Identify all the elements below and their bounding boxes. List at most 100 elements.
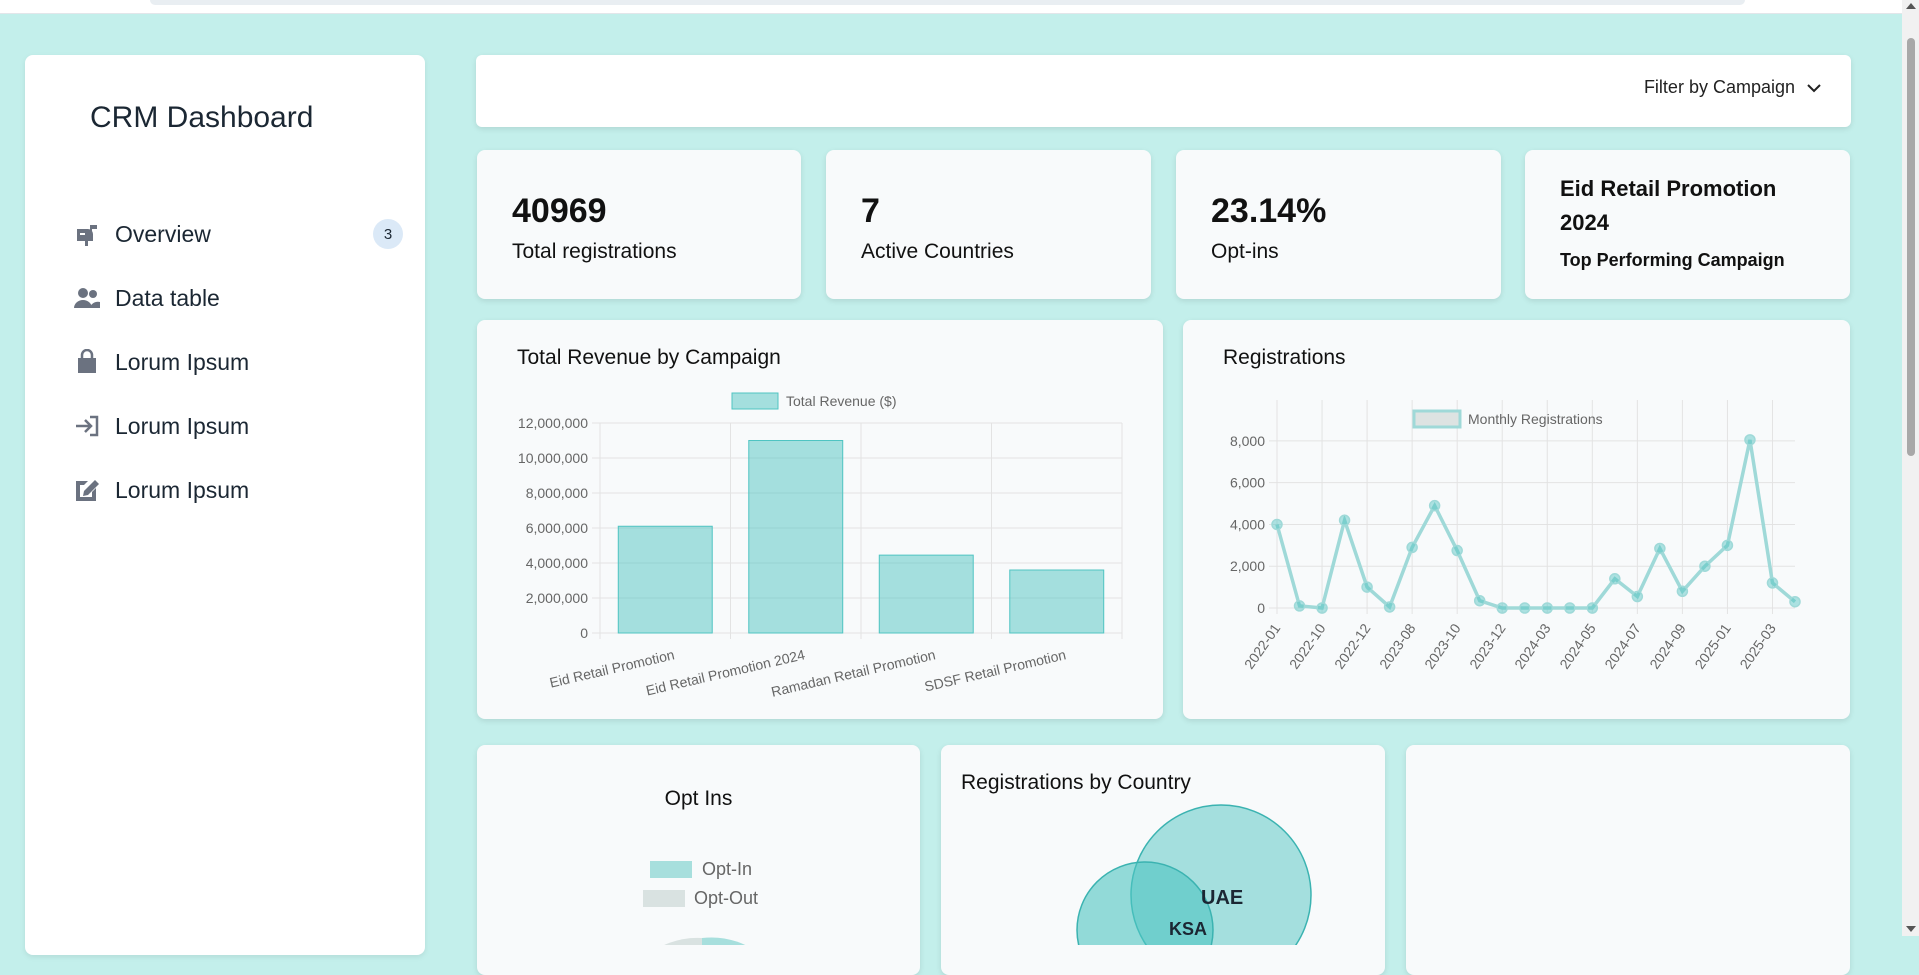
registrations-chart-card: Registrations 0 2,000 4,000 6,000 8,000 2022… [1183,320,1850,719]
data-point [1631,590,1644,603]
data-point [1789,595,1801,608]
series-line [1275,439,1797,610]
data-point [1609,573,1621,585]
data-point [1766,577,1779,589]
kpi-value: 7 [861,192,880,230]
x-tick-label: 2023-08 [1376,620,1419,671]
y-tick-label: 2,000 [1230,558,1265,574]
kpi-value: Eid Retail Promotion 2024 [1560,176,1777,235]
x-tick-label: 2024-05 [1556,620,1599,671]
data-point [1676,585,1689,598]
data-point [1586,602,1599,614]
x-tick-label: 2024-09 [1646,620,1689,671]
address-bar-edge [150,0,1745,5]
sidebar-item-lorum-ipsum-1[interactable]: Lorum Ipsum [73,342,403,382]
data-point [1654,542,1666,555]
users-icon [73,284,101,312]
optins-chart-card: Opt Ins Opt-In Opt-Out [477,745,920,975]
bar [1009,569,1105,634]
kpi-active-countries: 7 Active Countries [826,150,1151,299]
page-scrollbar[interactable] [1902,0,1919,936]
chart-title: Opt Ins [664,787,733,810]
empty-card [1406,745,1850,975]
country-chart-card: Registrations by Country UAE KSA [941,745,1385,975]
kpi-top-campaign: Eid Retail Promotion 2024 Top Performing… [1525,150,1850,299]
bar [748,440,844,634]
y-tick-label: 8,000,000 [526,485,588,501]
x-tick-label: 2022-10 [1286,620,1329,671]
mailbox-icon [73,220,101,248]
kpi-value: 23.14% [1211,192,1327,230]
kpi-label: Top Performing Campaign [1560,250,1785,270]
bar [617,525,713,634]
legend-swatch [731,392,779,410]
legend-swatch-opt-out [643,890,685,907]
legend-label-opt-out: Opt-Out [694,888,758,908]
data-point [1473,594,1486,607]
chart-title: Registrations by Country [961,771,1191,794]
overview-count-badge: 3 [373,219,403,249]
sidebar-item-data-table[interactable]: Data table [73,278,403,318]
data-point [1541,602,1554,614]
pie-slice-opt-in [702,937,746,945]
filter-by-campaign-dropdown[interactable]: Filter by Campaign [1644,77,1821,98]
country-bubble-chart: UAE KSA [1076,804,1312,945]
y-tick-label: 8,000 [1230,433,1265,449]
scroll-up-arrow-icon[interactable] [1906,3,1916,9]
bubble-ksa [1076,861,1214,945]
data-point [1451,544,1463,557]
y-tick-label: 6,000 [1230,475,1265,491]
y-tick-label: 6,000,000 [526,520,588,536]
y-tick-label: 2,000,000 [526,590,588,606]
chart-title: Total Revenue by Campaign [517,346,781,369]
data-point [1338,514,1351,527]
y-tick-label: 4,000,000 [526,555,588,571]
sidebar-item-lorum-ipsum-2[interactable]: Lorum Ipsum [73,406,403,446]
browser-top-strip [0,0,1902,14]
data-point [1744,434,1756,446]
filter-label: Filter by Campaign [1643,77,1795,97]
sidebar-item-lorum-ipsum-3[interactable]: Lorum Ipsum [73,470,403,510]
sidebar-item-label: Lorum Ipsum [115,412,250,439]
kpi-value: 40969 [512,192,607,230]
sidebar-item-label: Lorum Ipsum [115,348,250,375]
optins-pie-chart: Opt-In Opt-Out [643,859,758,945]
data-point [1271,518,1283,531]
bar [878,554,974,634]
legend-swatch [1412,409,1462,429]
registrations-line-chart: 0 2,000 4,000 6,000 8,000 2022-01 2022-10 2022… [1230,400,1801,672]
filter-bar: Filter by Campaign [476,55,1851,127]
sidebar: CRM Dashboard Overview 3 Data table Loru… [25,55,425,955]
y-tick-label: 10,000,000 [518,450,588,466]
kpi-total-registrations: 40969 Total registrations [477,150,801,299]
legend-label: Total Revenue ($) [786,393,897,409]
legend-label-opt-in: Opt-In [702,859,752,879]
kpi-label: Total registrations [512,240,677,263]
x-tick-label: SDSF Retail Promotion [923,646,1068,694]
x-tick-label: 2022-12 [1331,620,1374,671]
data-point [1383,601,1396,613]
shopping-bag-icon [73,348,101,376]
data-point [1496,602,1508,614]
x-tick-label: 2023-10 [1421,620,1464,671]
data-point [1293,600,1306,612]
kpi-label: Opt-ins [1211,240,1279,263]
sidebar-item-label: Overview [115,220,211,247]
kpi-label: Active Countries [861,240,1014,263]
pie-slice-opt-out [664,937,702,945]
revenue-chart-card: Total Revenue by Campaign 0 2,000,000 4,00… [477,320,1163,719]
data-point [1564,602,1576,614]
scrollbar-thumb[interactable] [1907,38,1915,456]
sign-in-icon [73,412,101,440]
legend-swatch-opt-in [650,861,692,878]
sidebar-item-overview[interactable]: Overview 3 [73,214,403,254]
app-title: CRM Dashboard [90,101,314,134]
x-tick-label: 2024-07 [1601,620,1644,671]
data-point [1361,581,1373,593]
data-point [1428,499,1441,512]
x-tick-label: 2022-01 [1241,620,1284,671]
data-point [1699,560,1711,572]
revenue-bar-chart: 0 2,000,000 4,000,000 6,000,000 8,000,000 10,… [518,392,1123,700]
scroll-down-arrow-icon[interactable] [1906,926,1916,932]
legend-label: Monthly Registrations [1468,411,1603,427]
